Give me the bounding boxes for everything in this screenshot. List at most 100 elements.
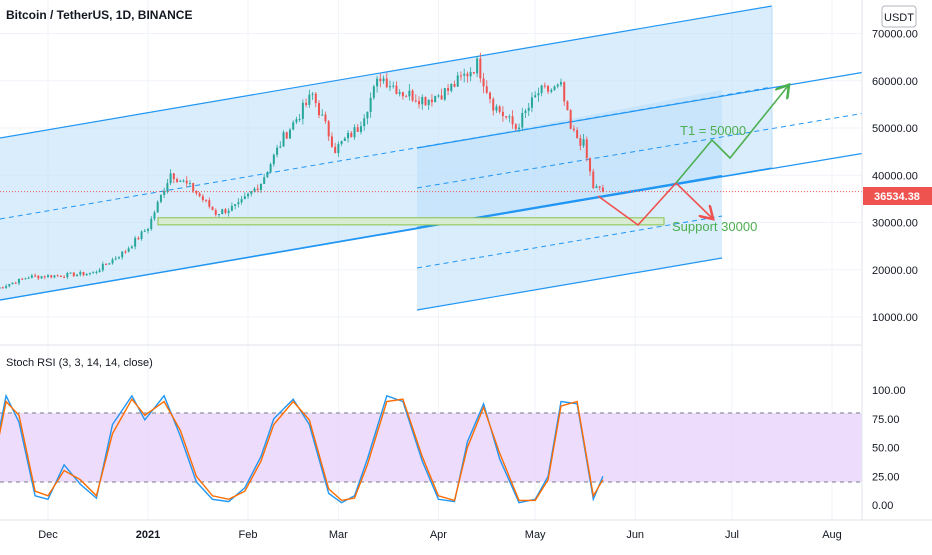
candle-body [76,274,79,277]
candle-body [595,186,598,189]
bullish-projection-arrow [675,86,788,184]
candle-body [343,138,346,142]
candle-body [298,118,301,120]
candle-body [508,116,511,118]
candle-body [147,229,150,231]
candle-body [450,84,453,91]
currency-badge-button[interactable]: USDT [881,5,917,28]
candle-body [179,180,182,182]
candle-body [11,282,14,285]
candle-body [224,209,227,213]
candle-body [459,75,462,77]
candle-body [563,82,566,102]
candle-body [163,191,166,195]
candle-body [524,110,527,113]
candle-body [430,99,433,103]
time-axis-tick-label: Dec [38,529,58,541]
time-axis-tick-label: Apr [430,529,447,541]
candle-body [169,173,172,184]
candle-body [485,86,488,93]
rsi-axis-tick-label: 75.00 [872,414,900,426]
candle-body [282,132,285,147]
candle-body [230,205,233,211]
candle-body [205,200,208,202]
candle-body [234,204,237,206]
candle-body [408,90,411,97]
candle-body [572,128,575,131]
candle-body [479,58,482,79]
candle-body [166,183,169,192]
candle-body [111,259,114,264]
candle-body [353,127,356,138]
rsi-axis-tick-label: 50.00 [872,443,900,455]
candle-body [392,85,395,87]
time-axis-tick-label: Jul [725,529,739,541]
candle-body [88,273,91,275]
candle-body [56,275,59,277]
candle-body [601,187,604,192]
candle-body [82,271,85,276]
candle-body [401,92,404,97]
candle-body [266,172,269,178]
candle-body [46,275,50,278]
stoch-rsi-title: Stoch RSI (3, 3, 14, 14, close) [6,357,153,369]
candle-body [8,284,11,287]
candle-body [543,85,546,87]
time-axis-tick-label: Aug [822,529,842,541]
candle-body [598,186,601,188]
candle-body [434,95,437,103]
price-axis-tick-label: 40000.00 [872,170,918,182]
price-axis-tick-label: 50000.00 [872,123,918,135]
support-zone [157,217,665,226]
candle-body [211,206,214,211]
candle-body [5,286,8,288]
candle-body [518,127,521,129]
candle-body [114,258,117,260]
time-axis-tick-label: 2021 [136,529,160,541]
candle-body [369,97,372,112]
candle-body [24,278,27,280]
candle-body [511,116,514,125]
candle-body [182,180,185,182]
price-axis-tick-label: 30000.00 [872,218,918,230]
candle-body [505,116,508,118]
candle-body [579,138,582,146]
candle-body [66,272,69,278]
candle-body [63,276,66,278]
candle-body [253,188,256,192]
candle-body [156,201,159,213]
candle-body [17,278,20,284]
stoch-rsi-band [0,413,862,482]
last-price-label: 36534.38 [874,191,920,203]
candle-body [227,210,230,213]
candle-body [85,273,88,276]
candle-body [101,264,104,271]
price-axis-background [862,0,932,550]
candle-body [21,278,24,280]
candle-body [366,111,369,119]
candle-body [59,275,62,277]
candle-body [124,251,127,253]
candle-body [247,193,250,197]
candle-body [440,95,443,100]
candle-body [337,143,340,153]
candle-body [214,210,217,215]
candle-body [385,78,388,88]
candle-body [117,257,120,259]
candle-body [79,271,82,275]
candle-body [108,263,111,265]
candle-body [501,111,504,117]
candle-body [559,82,562,85]
candle-body [176,179,179,182]
candle-body [514,124,517,129]
candle-body [127,248,130,252]
candle-body [195,190,198,194]
candle-body [492,98,495,111]
candle-body [53,275,56,278]
candle-body [466,73,469,77]
stoch-rsi-d-line [0,397,604,502]
candle-body [208,200,211,207]
candle-body [379,78,382,82]
